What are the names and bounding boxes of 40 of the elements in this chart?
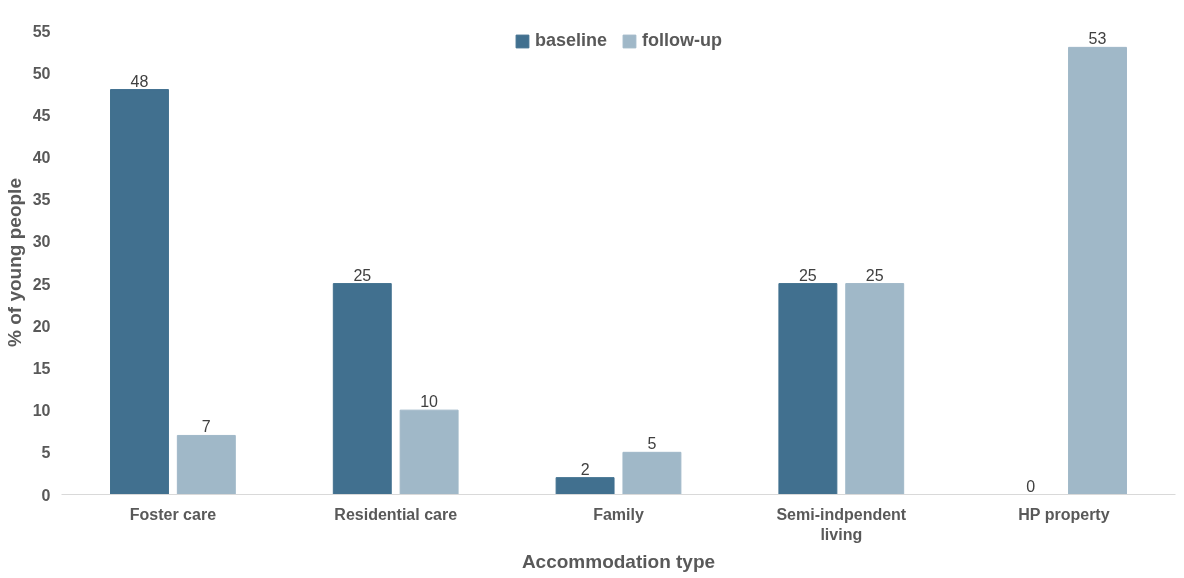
y-tick-label: 40: [32, 149, 51, 167]
data-label: 25: [865, 266, 884, 284]
data-label: 2: [580, 460, 590, 478]
bar: [845, 283, 905, 495]
x-tick-label: Foster care: [129, 505, 217, 523]
data-label: 10: [420, 393, 439, 411]
bar: [778, 283, 838, 495]
bar: [555, 477, 615, 495]
bar: [622, 451, 682, 495]
y-tick-label: 50: [32, 64, 51, 82]
y-tick-label: 15: [32, 359, 51, 377]
data-label: 48: [130, 72, 149, 90]
bar: [176, 434, 236, 495]
bar: [110, 89, 169, 495]
y-tick-label: 35: [32, 191, 51, 209]
data-label: 5: [647, 435, 657, 453]
bar: [1068, 46, 1127, 495]
y-tick-label: 0: [41, 486, 51, 504]
y-tick-label: 10: [32, 402, 51, 420]
x-tick-label: Family: [593, 505, 644, 523]
data-label: 7: [201, 418, 211, 436]
data-label: 53: [1088, 30, 1107, 48]
bar: [399, 409, 459, 495]
data-label: 25: [798, 266, 817, 284]
legend-label: follow-up: [642, 30, 723, 51]
y-axis-title: % of young people: [3, 178, 25, 347]
bar: [332, 283, 392, 495]
x-tick-label: HP property: [1018, 505, 1110, 523]
y-tick-label: 25: [32, 275, 51, 293]
data-label: 0: [1026, 477, 1036, 495]
y-tick-label: 30: [32, 233, 51, 251]
y-tick-label: 55: [32, 22, 51, 40]
y-tick-label: 20: [32, 317, 51, 335]
x-tick-label: Semi-indpendent living: [776, 505, 907, 543]
y-tick-label: 45: [32, 106, 51, 124]
x-axis-title: Accommodation type: [521, 550, 716, 572]
y-tick-label: 5: [41, 444, 51, 462]
legend-label: baseline: [534, 30, 608, 51]
x-tick-label: Residential care: [334, 505, 458, 523]
data-label: 25: [353, 266, 372, 284]
